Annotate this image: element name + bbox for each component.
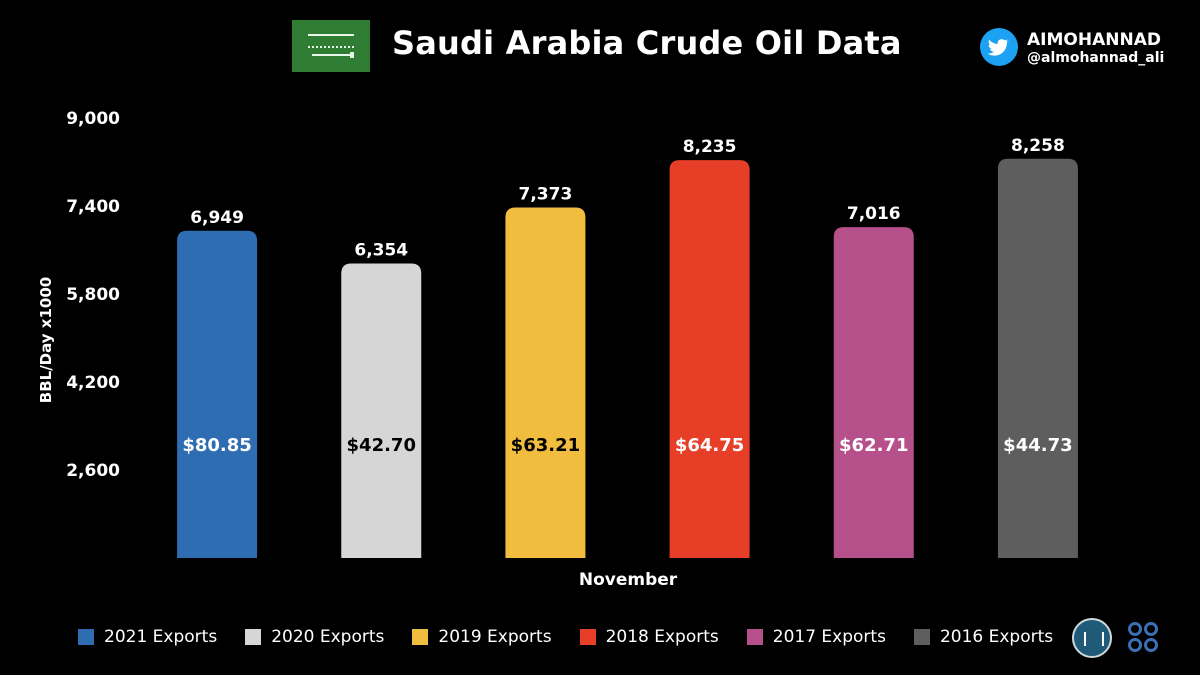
legend-label: 2016 Exports (939, 627, 1054, 647)
y-tick-label: 4,200 (66, 373, 120, 393)
bar-price-label: $44.73 (1003, 435, 1072, 456)
bar-price-label: $42.70 (347, 435, 416, 456)
y-tick-label: 9,000 (66, 109, 120, 129)
bar-price-label: $80.85 (182, 435, 251, 456)
legend-label: 2017 Exports (772, 627, 886, 647)
legend-label: 2018 Exports (605, 627, 719, 647)
author-name: AIMOHANNAD (1027, 30, 1161, 50)
legend-label: 2019 Exports (438, 627, 552, 647)
flag-sword-mark (312, 52, 354, 58)
bar-price-label: $63.21 (511, 435, 580, 456)
bar-value-label: 7,373 (519, 184, 573, 204)
bar-value-label: 7,016 (847, 204, 901, 224)
legend-item: 2017 Exports (746, 627, 886, 647)
y-tick-label: 2,600 (66, 461, 120, 481)
chart-legend: 2021 Exports 2020 Exports 2019 Exports 2018… (78, 627, 1081, 647)
legend-label: 2020 Exports (271, 627, 385, 647)
y-tick-label: 7,400 (66, 197, 120, 217)
legend-item: 2020 Exports (245, 627, 384, 647)
bar-value-label: 6,354 (354, 241, 408, 261)
bar-price-label: $62.71 (839, 435, 908, 456)
bar-value-label: 6,949 (190, 208, 244, 228)
twitter-icon[interactable] (980, 28, 1018, 66)
flag-script-mark (308, 34, 354, 48)
bar-2018-exports (669, 160, 750, 558)
chart-title: Saudi Arabia Crude Oil Data (392, 24, 902, 62)
bar-value-label: 8,258 (1011, 136, 1065, 156)
bar-2019-exports (505, 207, 586, 559)
opec-logo (1128, 622, 1162, 654)
bar-2016-exports (997, 158, 1078, 558)
bar-price-label: $64.75 (675, 435, 744, 456)
legend-swatch (245, 629, 262, 645)
legend-label: 2021 Exports (104, 627, 218, 647)
bar-value-label: 8,235 (683, 137, 737, 157)
bar-2021-exports (177, 230, 258, 558)
bar-2020-exports (341, 263, 422, 558)
legend-swatch (746, 629, 763, 645)
legend-item: 2016 Exports (913, 627, 1054, 647)
saudi-flag-icon (292, 20, 370, 72)
author-handle[interactable]: @almohannad_ali (1027, 50, 1165, 66)
legend-swatch (412, 629, 429, 645)
legend-swatch (78, 629, 94, 645)
legend-item: 2021 Exports (78, 627, 217, 647)
legend-swatch (579, 629, 596, 645)
energy-ministry-logo (1072, 618, 1112, 658)
bar-2017-exports (833, 227, 914, 558)
x-axis-label: November (578, 570, 678, 590)
legend-swatch (913, 629, 930, 645)
legend-item: 2019 Exports (412, 627, 552, 647)
legend-item: 2018 Exports (579, 627, 719, 647)
y-tick-label: 5,800 (66, 285, 120, 305)
